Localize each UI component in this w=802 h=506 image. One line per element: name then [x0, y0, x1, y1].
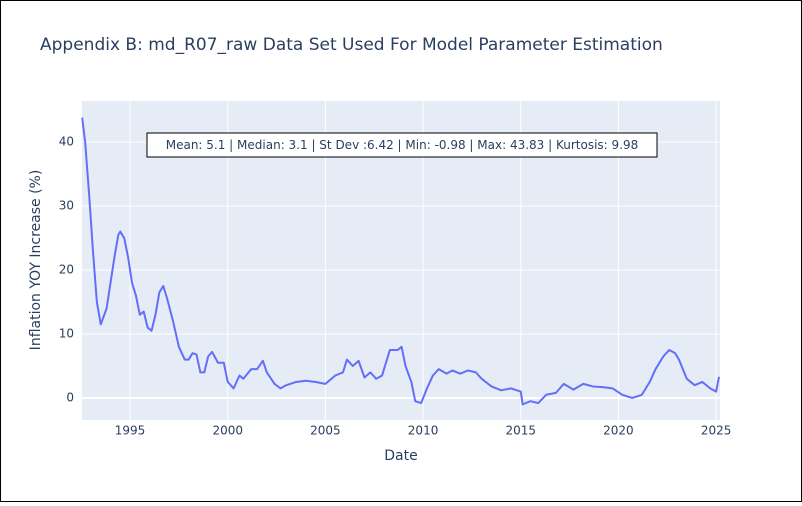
x-tick-label: 2020 [603, 424, 634, 438]
annotation-box [146, 132, 658, 158]
x-tick-label: 2005 [310, 424, 341, 438]
y-tick-label: 40 [59, 134, 74, 148]
y-tick-label: 20 [59, 262, 74, 276]
chart-title: Appendix B: md_R07_raw Data Set Used For… [40, 35, 663, 55]
y-tick-label: 30 [59, 198, 74, 212]
y-tick-label: 0 [66, 390, 74, 404]
x-tick-label: 2015 [505, 424, 536, 438]
y-tick-label: 10 [59, 326, 74, 340]
data-line [81, 117, 721, 406]
x-tick-label: 2010 [408, 424, 439, 438]
x-axis-title: Date [384, 448, 417, 464]
y-axis-title: Inflation YOY Increase (%) [28, 170, 44, 351]
x-tick-label: 2000 [212, 424, 243, 438]
x-tick-label: 1995 [115, 424, 146, 438]
x-tick-label: 2025 [701, 424, 732, 438]
annotation: Mean: 5.1 | Median: 3.1 | St Dev :6.42 |… [166, 138, 639, 152]
